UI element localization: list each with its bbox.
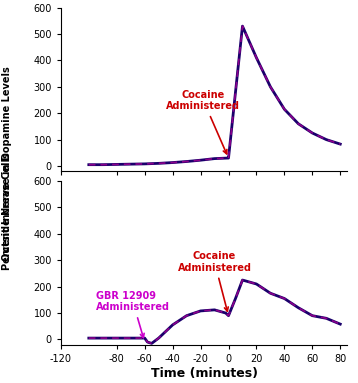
Text: Percent Increase in Dopamine Levels: Percent Increase in Dopamine Levels: [2, 67, 12, 270]
Text: Cocaine
Administered: Cocaine Administered: [166, 90, 240, 154]
X-axis label: Time (minutes): Time (minutes): [151, 367, 257, 380]
Text: Cocaine
Administered: Cocaine Administered: [178, 251, 252, 311]
Text: Outside Nerve Cells: Outside Nerve Cells: [2, 152, 12, 261]
Text: GBR 12909
Administered: GBR 12909 Administered: [96, 291, 170, 337]
